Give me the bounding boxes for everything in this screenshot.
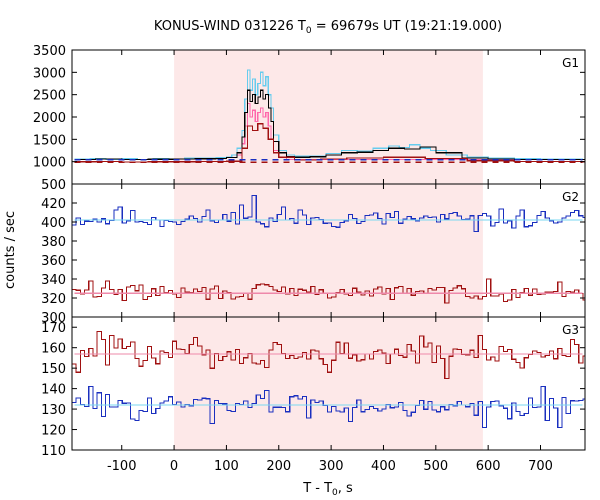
panel-g1-series-black [74,89,585,161]
panel-g2-label: G2 [562,190,579,204]
x-tick-label: 100 [214,459,239,474]
panel-g3-y-tick-label: 160 [41,342,66,357]
data-layer [72,69,585,429]
panel-g3-series [72,330,585,429]
x-tick-label: 300 [319,459,344,474]
x-axis-title: T - T0, s [302,481,353,498]
x-tick-label: 400 [371,459,396,474]
y-axis-title: counts / sec [3,211,18,289]
panel-g3-series-dark-red-noise [72,330,585,379]
panel-g2-y-tick-label: 420 [41,197,66,212]
panel-g2-y-tick-label: 320 [41,292,66,307]
frame-layer [71,49,586,451]
panel-g1-y-tick-label: 2000 [33,111,66,126]
panel-g2-y-tick-label: 340 [41,273,66,288]
panel-g1-y-tick-label: 1000 [33,156,66,171]
panel-g2-series [72,194,585,304]
panel-g1-label: G1 [562,56,579,70]
panel-g1-series-dark-red [74,123,585,163]
panel-g3-y-tick-label: 110 [41,444,66,459]
x-tick-label: 700 [528,459,553,474]
panel-g1-y-tick-label: 3500 [33,44,66,59]
panel-g3-y-tick-label: 150 [41,362,66,377]
label-layer: KONUS-WIND 031226 T0 = 69679s UT (19:21:… [3,19,579,498]
panel-g1-y-tick-label: 500 [41,178,66,193]
panel-g1-y-tick-label: 2500 [33,89,66,104]
panel-g2-y-tick-label: 400 [41,216,66,231]
x-tick-label: 600 [476,459,501,474]
panel-g3-y-tick-label: 170 [41,321,66,336]
panel-g1-y-tick-label: 1500 [33,133,66,148]
panel-g3-y-tick-label: 140 [41,383,66,398]
panel-g3-series-dark-blue-noise [72,386,585,429]
panel-g2-y-tick-label: 300 [41,311,66,326]
panel-g2-series-dark-red-noise [72,278,585,304]
shaded-interval-layer [174,50,483,450]
chart-title: KONUS-WIND 031226 T0 = 69679s UT (19:21:… [154,19,502,36]
x-tick-label: 200 [266,459,291,474]
x-tick-label: -100 [107,459,137,474]
x-tick-label: 500 [423,459,448,474]
shaded-burst-interval [174,50,483,450]
x-tick-label: 0 [170,459,178,474]
panel-g3-frame [71,316,586,451]
panel-g2-y-tick-label: 360 [41,254,66,269]
panel-g3-y-tick-label: 120 [41,424,66,439]
panel-g1-series [74,69,585,164]
panel-g3-label: G3 [562,323,579,337]
panel-g1-y-tick-label: 3000 [33,66,66,81]
panel-g3-y-tick-label: 130 [41,403,66,418]
panel-g2-y-tick-label: 380 [41,235,66,250]
